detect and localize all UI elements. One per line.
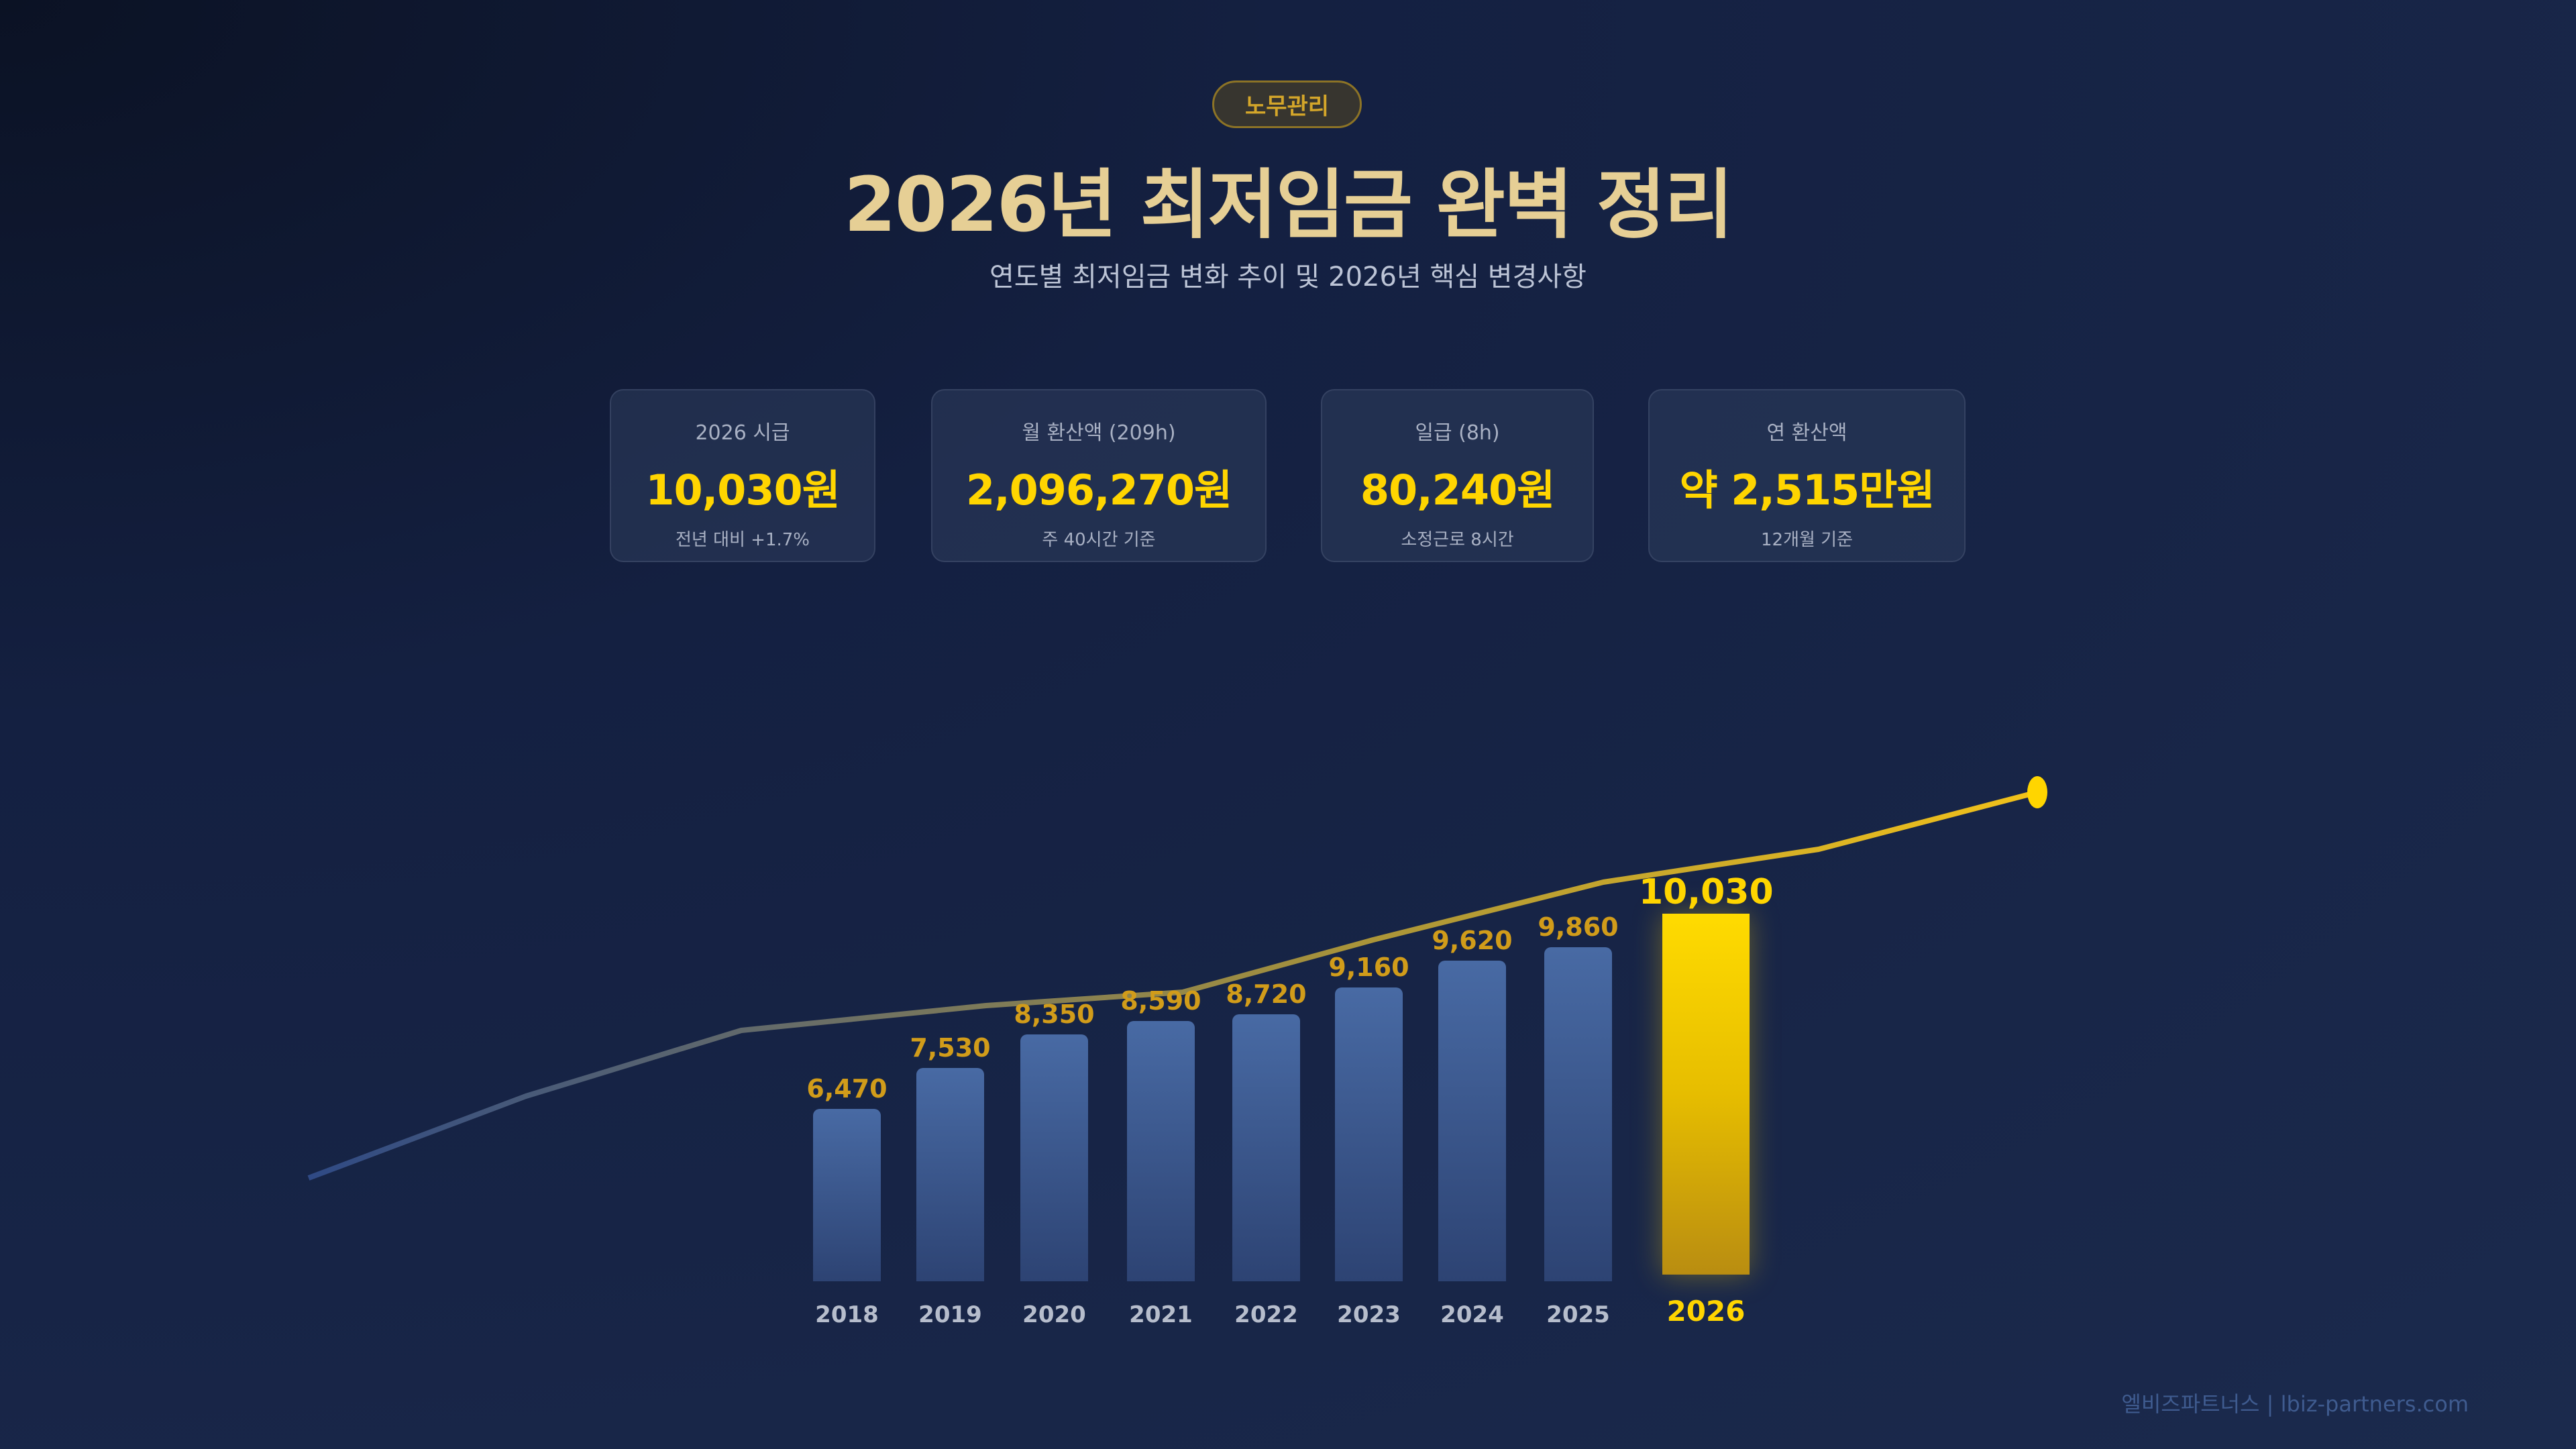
bar-value-label: 7,530	[910, 1033, 991, 1063]
trend-endpoint-dot	[2027, 776, 2047, 808]
bar-2019	[916, 1068, 984, 1281]
bar-2022	[1232, 1014, 1300, 1281]
x-axis-label: 2024	[1440, 1301, 1504, 1328]
stat-card-daily: 일급 (8h) 80,240원 소정근로 8시간	[1321, 389, 1594, 562]
bar-value-label: 8,590	[1120, 986, 1201, 1016]
bar-value-label: 10,030	[1639, 872, 1774, 912]
stat-note: 소정근로 8시간	[1401, 530, 1514, 550]
stat-card-monthly: 월 환산액 (209h) 2,096,270원 주 40시간 기준	[931, 389, 1267, 562]
bar-value-label: 8,350	[1014, 1000, 1095, 1029]
bar-2018	[813, 1109, 881, 1281]
x-axis-label: 2021	[1129, 1301, 1193, 1328]
bar-value-label: 9,860	[1538, 912, 1619, 942]
stat-value: 2,096,270원	[965, 466, 1232, 515]
stat-label: 연 환산액	[1766, 421, 1847, 445]
bar-2024	[1438, 961, 1506, 1281]
stat-note: 주 40시간 기준	[1042, 530, 1156, 550]
stat-label: 일급 (8h)	[1415, 421, 1500, 445]
stat-value: 80,240원	[1360, 466, 1555, 515]
stat-note: 전년 대비 +1.7%	[675, 530, 810, 550]
stat-value: 약 2,515만원	[1679, 466, 1935, 515]
x-axis-label: 2026	[1666, 1295, 1746, 1328]
x-axis-label: 2020	[1022, 1301, 1086, 1328]
page-title: 2026년 최저임금 완벽 정리	[843, 162, 1733, 249]
bar-2021	[1127, 1021, 1195, 1281]
x-axis-label: 2025	[1546, 1301, 1610, 1328]
stat-value: 10,030원	[645, 466, 840, 515]
stat-card-hourly: 2026 시급 10,030원 전년 대비 +1.7%	[610, 389, 875, 562]
x-axis-label: 2023	[1337, 1301, 1401, 1328]
bar-2025	[1544, 947, 1612, 1281]
bar-2026	[1662, 914, 1750, 1275]
category-badge: 노무관리	[1212, 80, 1362, 128]
bar-2023	[1335, 987, 1403, 1281]
stat-card-annual: 연 환산액 약 2,515만원 12개월 기준	[1648, 389, 1966, 562]
x-axis-label: 2022	[1234, 1301, 1298, 1328]
bar-value-label: 8,720	[1226, 979, 1307, 1009]
x-axis-label: 2019	[918, 1301, 982, 1328]
bar-value-label: 6,470	[806, 1074, 888, 1104]
bar-value-label: 9,160	[1328, 953, 1409, 982]
stat-label: 월 환산액 (209h)	[1022, 421, 1176, 445]
bar-value-label: 9,620	[1432, 926, 1513, 955]
stat-note: 12개월 기준	[1760, 530, 1854, 550]
page-subtitle: 연도별 최저임금 변화 추이 및 2026년 핵심 변경사항	[989, 262, 1587, 292]
x-axis-label: 2018	[815, 1301, 879, 1328]
footer-credit: 엘비즈파트너스 | lbiz-partners.com	[2121, 1391, 2469, 1417]
bar-2020	[1020, 1034, 1088, 1281]
stat-label: 2026 시급	[695, 421, 790, 445]
